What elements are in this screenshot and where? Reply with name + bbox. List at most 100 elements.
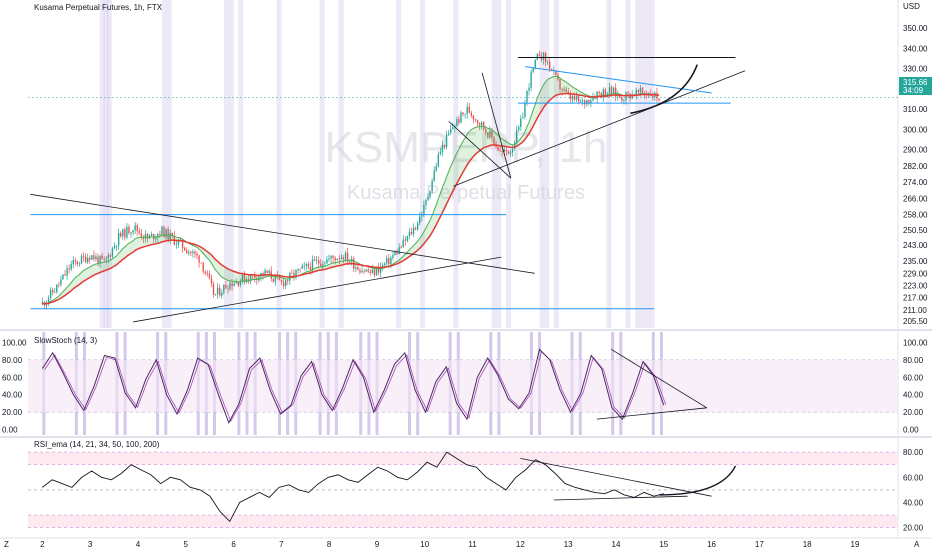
rsi-support-line[interactable]: [553, 495, 688, 501]
candle-body: [301, 265, 303, 269]
candle-body: [225, 285, 227, 289]
time-tick-label: 15: [659, 540, 668, 549]
candle-body: [503, 149, 506, 153]
candle-body: [214, 293, 217, 295]
price-tick-label: 229.00: [903, 269, 928, 278]
stoch-pane[interactable]: [28, 348, 898, 424]
last-price-tag: [899, 77, 932, 95]
candle-body: [221, 292, 223, 296]
candle-body: [625, 92, 627, 101]
candle-body: [239, 281, 242, 286]
candle-body: [522, 116, 524, 119]
rsi-tick-label: 60.00: [903, 473, 924, 482]
candle-body: [280, 280, 283, 283]
trendline-flag-2[interactable]: [481, 72, 512, 179]
candle-body: [97, 256, 99, 264]
candle-body: [111, 248, 114, 257]
candle-body: [235, 281, 237, 284]
stoch-tick-label-left: 80.00: [2, 356, 23, 365]
candle-body: [518, 127, 520, 131]
bar-countdown: 34:09: [903, 86, 924, 95]
candle-body: [507, 151, 510, 154]
candle-body: [126, 226, 128, 238]
candle-body: [237, 281, 239, 286]
stoch-signal-line: [44, 350, 667, 423]
candle-body: [241, 274, 244, 282]
highlight-column-main: [223, 0, 229, 328]
candle-body: [555, 70, 557, 75]
candle-body: [161, 226, 163, 236]
candle-body: [548, 61, 551, 69]
highlight-column-main: [453, 0, 459, 328]
candle-body: [41, 302, 44, 304]
candle-body: [612, 87, 615, 94]
candle-body: [610, 87, 613, 94]
candle-body: [433, 170, 435, 181]
price-tick-label: 250.50: [903, 226, 928, 235]
trendline-descending[interactable]: [30, 193, 535, 274]
candle-body: [122, 229, 124, 237]
candle-body: [76, 261, 79, 265]
price-pane[interactable]: [28, 50, 898, 310]
candle-body: [346, 252, 349, 262]
candle-body: [155, 237, 157, 240]
rsi-pane[interactable]: [28, 451, 898, 528]
candle-body: [93, 255, 95, 260]
candle-body: [285, 280, 287, 287]
candle-body: [476, 119, 479, 124]
candle-body: [64, 274, 66, 276]
watermark-symbol: KSMPERP, 1h: [325, 123, 608, 172]
projection-curve-rsi[interactable]: [658, 465, 737, 496]
candle-body: [482, 121, 485, 130]
candle-body: [338, 258, 341, 260]
candle-body: [369, 271, 371, 273]
highlight-column-main: [649, 0, 655, 328]
candle-body: [299, 268, 301, 270]
candle-body: [652, 96, 654, 98]
candle-body: [392, 255, 394, 258]
rsi-trendline-descending[interactable]: [520, 457, 712, 497]
trendline-ascending[interactable]: [133, 256, 502, 323]
watermark-description: Kusama Perpetual Futures: [347, 182, 585, 204]
drawings[interactable]: [30, 57, 746, 501]
projection-curve-main[interactable]: [630, 64, 698, 115]
candle-body: [49, 289, 52, 299]
candle-body: [324, 263, 326, 265]
time-tick-label: 8: [327, 540, 332, 549]
candle-body: [344, 252, 347, 260]
candle-body: [437, 154, 440, 167]
candle-body: [109, 255, 112, 257]
stoch-trendline-bottom[interactable]: [596, 407, 707, 420]
stoch-title[interactable]: SlowStoch (14, 3): [34, 336, 97, 345]
candle-body: [546, 61, 549, 63]
rsi-upper-band: [28, 452, 898, 465]
highlight-column-main: [238, 0, 244, 328]
candle-body: [627, 92, 629, 94]
candle-body: [569, 93, 572, 100]
candle-body: [295, 269, 297, 277]
candle-body: [87, 257, 89, 263]
candle-body: [115, 245, 118, 247]
highlight-column-main: [606, 0, 612, 328]
timezone-button[interactable]: Z: [4, 540, 9, 549]
rsi-title[interactable]: RSI_ema (14, 21, 34, 50, 100, 200): [34, 440, 160, 449]
trendline-flag-1[interactable]: [448, 121, 512, 179]
candle-body: [402, 239, 404, 248]
auto-scale-button[interactable]: A: [914, 540, 920, 549]
candle-body: [144, 233, 147, 239]
candle-body: [449, 129, 452, 134]
candle-body: [396, 251, 398, 255]
time-tick-label: 10: [420, 540, 429, 549]
price-tick-label: 330.00: [903, 65, 928, 74]
stoch-trendline-top[interactable]: [610, 349, 707, 409]
price-tick-label: 310.00: [903, 105, 928, 114]
candle-body: [216, 287, 219, 294]
candle-body: [219, 287, 221, 296]
symbol-title[interactable]: Kusama Perpetual Futures, 1h, FTX: [34, 3, 163, 12]
trendline-ascending-channel[interactable]: [453, 70, 746, 187]
currency-label[interactable]: USD: [903, 2, 920, 11]
candle-body: [328, 258, 330, 260]
trendline-wedge-top[interactable]: [525, 66, 712, 94]
candle-body: [136, 225, 138, 232]
